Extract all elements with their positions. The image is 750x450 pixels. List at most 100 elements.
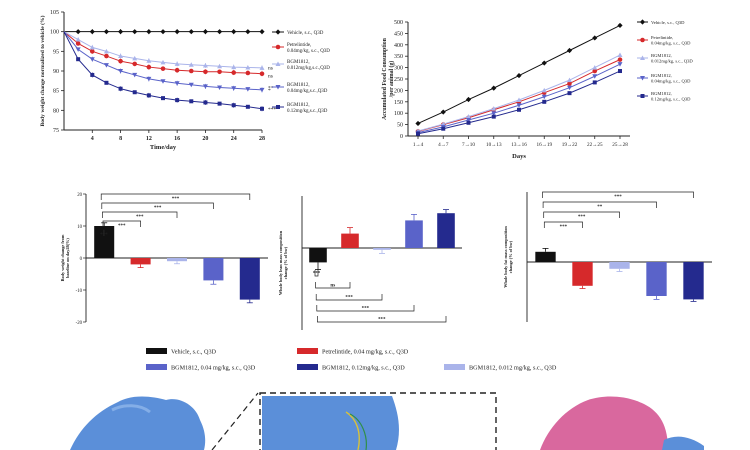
x-tick-label: 10→13 <box>486 142 502 148</box>
data-point <box>160 59 166 65</box>
data-point <box>592 65 598 70</box>
bar-bgm_004 <box>203 258 224 281</box>
x-tick-label: 24 <box>231 136 237 142</box>
data-point <box>567 81 572 86</box>
significance-bracket <box>543 211 620 218</box>
significance-bracket <box>314 270 319 277</box>
data-point <box>202 29 209 35</box>
y-tick-label: 100 <box>50 30 59 36</box>
data-point <box>217 101 222 106</box>
significance-label: *** <box>313 272 321 277</box>
legend-marker <box>639 19 646 25</box>
legend-marker <box>640 76 645 81</box>
data-point <box>203 100 208 105</box>
data-point <box>189 99 194 104</box>
lean-mass-bar-chart: Whole body lean mass compositionchange (… <box>278 196 462 330</box>
y-axis-title: Whole body fat mass compositionchange (%… <box>503 226 513 288</box>
x-tick-label: 4 <box>91 136 94 142</box>
data-point <box>132 61 138 67</box>
x-tick-label: 4→7 <box>438 142 449 148</box>
y-tick-label: 20 <box>77 193 82 198</box>
x-tick-label: 13→16 <box>511 142 527 148</box>
data-point <box>516 103 522 108</box>
legend-label: Vehicle, s.c., Q3D <box>171 349 217 356</box>
data-point <box>202 84 208 89</box>
legend-swatch-bgm_0012 <box>444 364 465 370</box>
legend-label: BGM1812, 0.012mg/kg,s.c.,Q3D <box>287 60 330 71</box>
legend-label: BGM1812, 0.12mg/kg, s.c., Q3D <box>322 365 405 372</box>
significance-label: *** <box>118 224 126 229</box>
bar-vehicle <box>94 226 115 258</box>
data-point <box>245 64 251 70</box>
fat-mass-bar-chart: Whole body fat mass compositionchange (%… <box>503 191 712 322</box>
legend-marker <box>640 37 645 43</box>
significance-label: *** <box>378 318 386 323</box>
data-point <box>132 72 138 78</box>
data-point <box>617 57 623 62</box>
x-tick-label: 1→4 <box>413 142 424 148</box>
series-line-bgm_0012 <box>417 54 621 132</box>
data-point <box>202 62 208 68</box>
significance-label: *** <box>578 215 586 220</box>
data-point <box>160 79 166 84</box>
data-point <box>118 69 124 74</box>
significance-label: ** <box>268 85 274 91</box>
data-point <box>188 29 194 35</box>
y-tick-label: 200 <box>394 88 403 94</box>
x-tick-label: 12 <box>146 136 152 142</box>
data-point <box>491 106 497 111</box>
bar-petrelintide <box>341 233 359 248</box>
legend-label: Vehicle, s.c., Q3D <box>287 31 324 36</box>
data-point <box>245 87 251 92</box>
y-tick-label: 450 <box>394 31 403 37</box>
bar-bgm_004 <box>405 220 423 248</box>
legend-label: Vehicle, s.c., Q3D <box>651 20 685 26</box>
significance-bracket <box>316 305 415 312</box>
data-point <box>567 77 572 83</box>
legend-label: Petrelintide, 0.04 mg/kg, s.c., Q3D <box>322 349 409 356</box>
data-point <box>567 91 572 96</box>
data-point <box>517 107 521 112</box>
data-point <box>592 68 598 74</box>
protein-surface-zoomed <box>262 396 399 450</box>
data-point <box>188 68 194 74</box>
food-consumption-chart: 0 50 100 150 200 250 300 350 400 450 500 1→4 4→7 7→10… <box>382 19 693 160</box>
data-point <box>174 81 180 86</box>
data-point <box>491 85 497 91</box>
legend-label: BGM1812, 0.012 mg/kg, s.c., Q3D <box>469 365 557 372</box>
y-tick-label: 350 <box>394 54 403 60</box>
significance-bracket <box>103 229 105 236</box>
data-point <box>90 72 95 77</box>
data-point <box>567 85 572 91</box>
data-point <box>541 60 547 66</box>
data-point <box>174 67 180 73</box>
data-point <box>542 99 547 104</box>
data-point <box>415 120 421 127</box>
bar-vehicle <box>535 251 556 262</box>
data-point <box>75 47 81 52</box>
legend-label: BGM1812, 0.12mg/kg, s.c., Q3D <box>651 91 691 103</box>
y-tick-label: -20 <box>76 321 83 326</box>
y-tick-label: 75 <box>53 128 59 134</box>
x-tick-label: 8 <box>119 136 122 142</box>
y-tick-label: 150 <box>394 100 403 106</box>
legend-label: BGM1812, 0.12mg/kg,s.c.,Q3D <box>287 103 328 114</box>
significance-bracket <box>542 191 694 198</box>
y-tick-label: 0 <box>80 257 83 262</box>
significance-label: ns <box>268 74 273 80</box>
significance-label: *** <box>614 195 622 200</box>
data-point <box>89 57 95 62</box>
significance-label: ns <box>330 284 335 289</box>
data-point <box>259 87 265 93</box>
significance-label: *** <box>268 107 277 113</box>
bar-bgm_012 <box>239 258 260 300</box>
data-point <box>259 65 265 70</box>
significance-bracket <box>543 221 583 228</box>
data-point <box>76 57 81 62</box>
data-point <box>618 69 622 74</box>
legend-swatch-vehicle <box>146 348 167 354</box>
legend-label: BGM1812, 0.04mg/kg, s.c., Q3D <box>651 73 691 85</box>
data-point <box>146 76 152 82</box>
data-point <box>132 29 138 35</box>
x-tick-label: 19→22 <box>562 142 578 148</box>
